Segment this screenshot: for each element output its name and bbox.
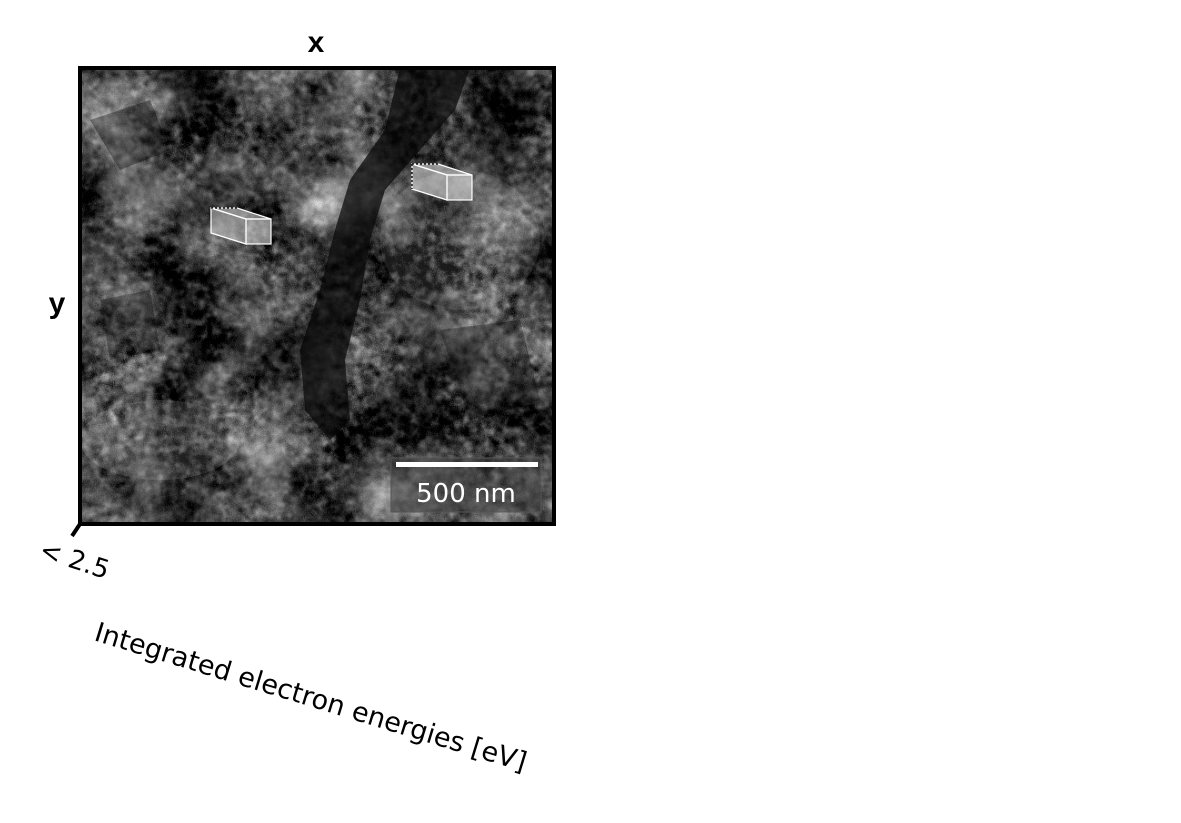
cube-icon — [210, 207, 272, 245]
energy-axis-label: Integrated electron energies [eV] — [91, 617, 530, 778]
dark-fissure — [300, 68, 470, 440]
x-axis-label: x — [308, 26, 325, 59]
cube-icon — [411, 163, 473, 201]
scale-bar-label: 500 nm — [416, 479, 516, 509]
y-axis-label: y — [49, 287, 66, 320]
energy-axis-tick — [70, 522, 82, 538]
sem-image — [80, 68, 554, 524]
image-frame — [78, 66, 556, 526]
scale-bar: 500 nm — [390, 457, 542, 513]
energy-tick-label: < 2.5 — [36, 535, 113, 586]
